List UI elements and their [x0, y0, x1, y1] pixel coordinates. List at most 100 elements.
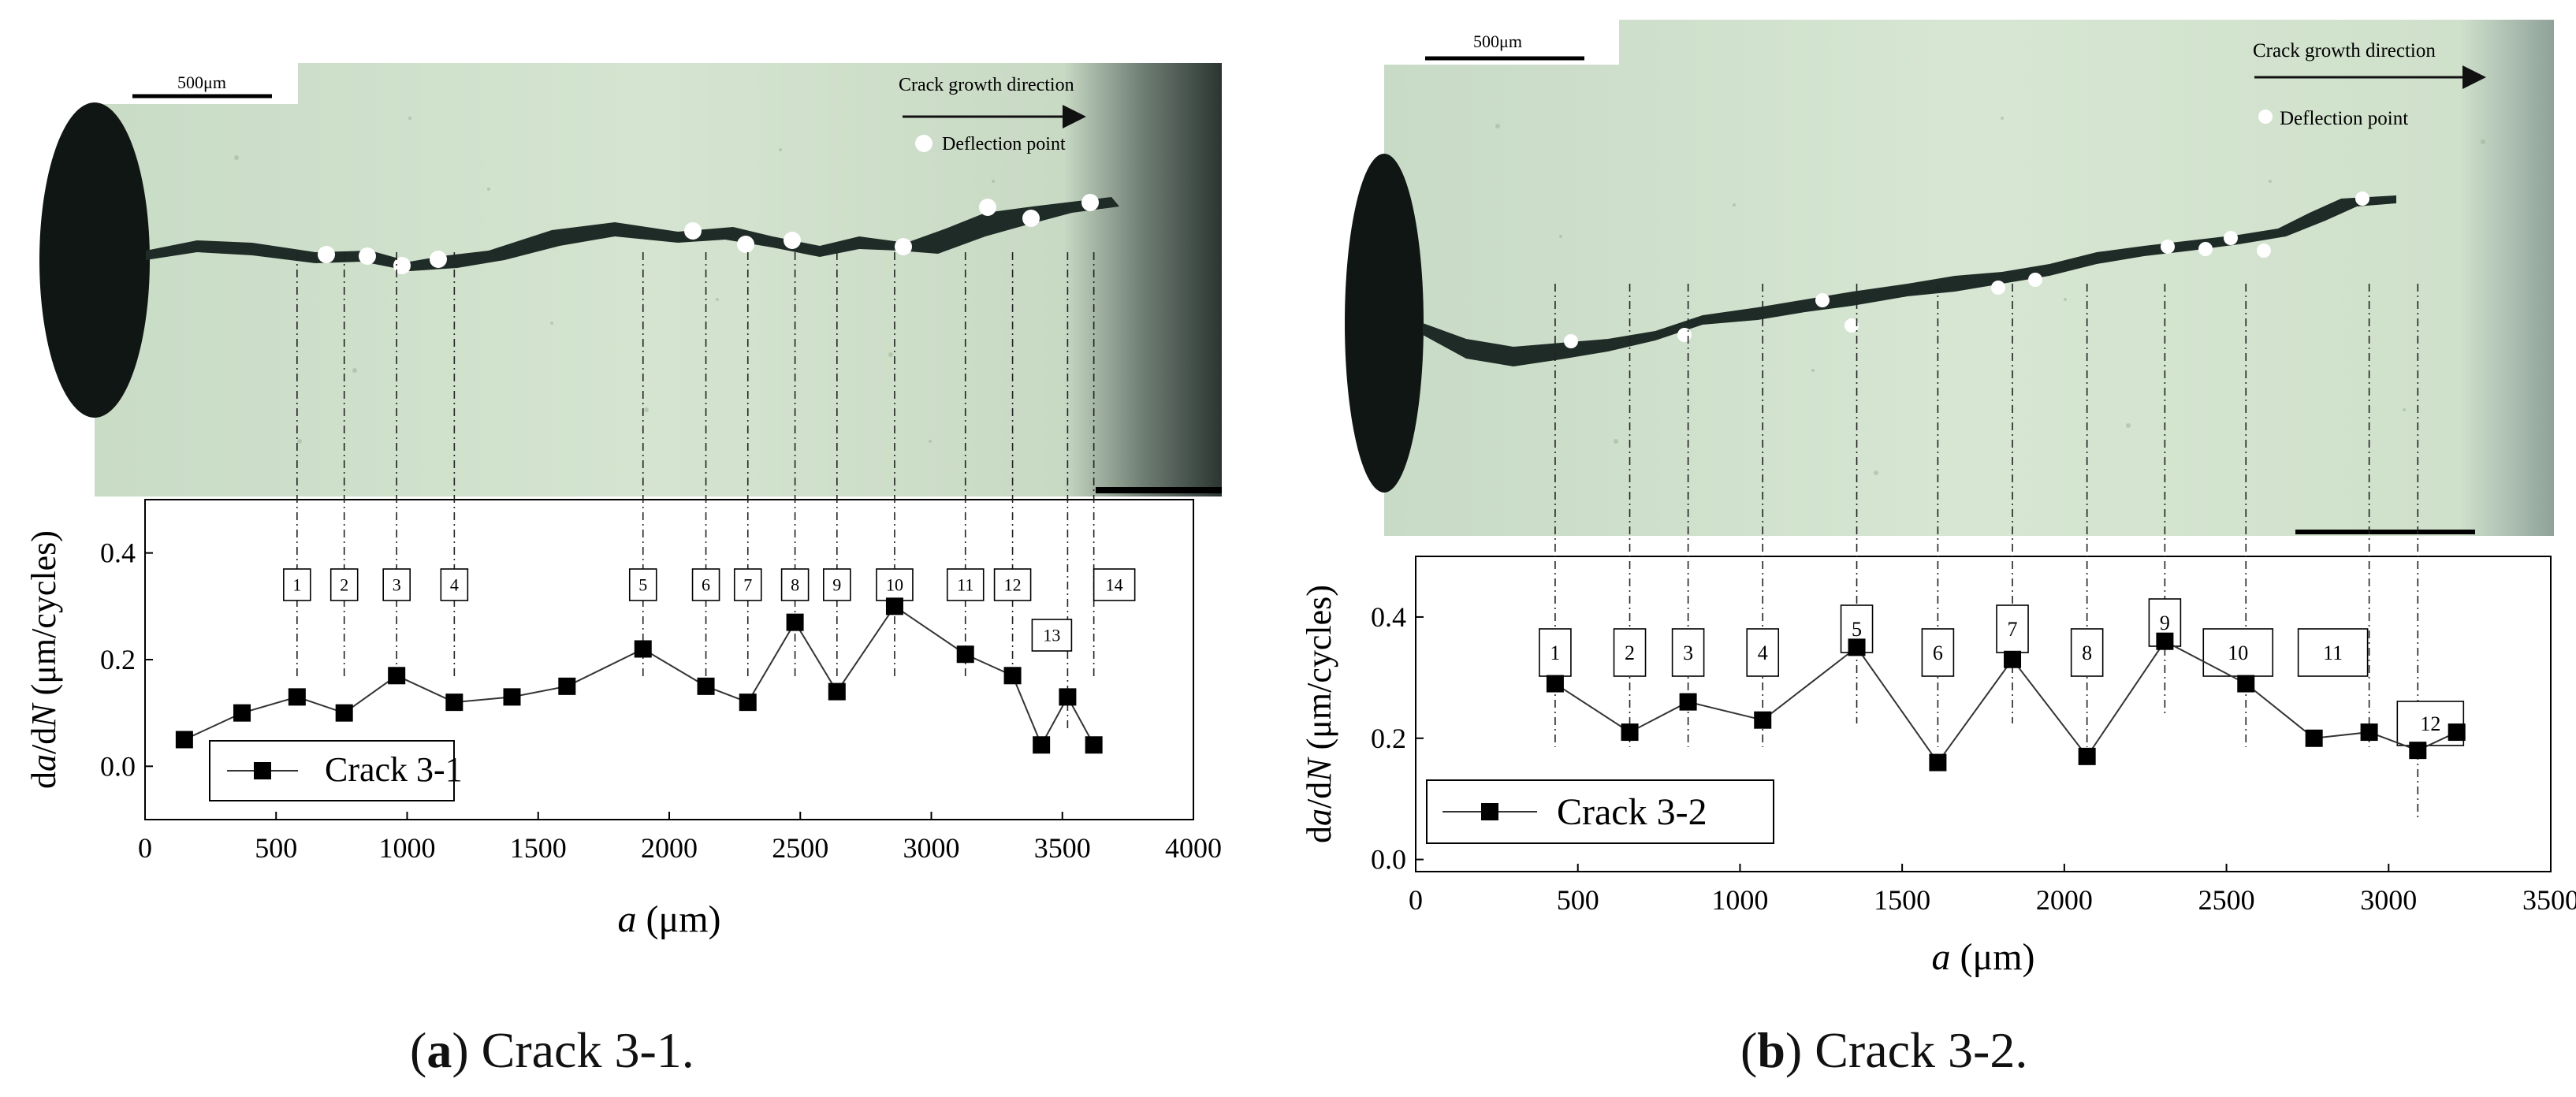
chart-a-xtick-label: 0	[138, 832, 152, 864]
chart-b-legend: Crack 3-2	[1426, 779, 1774, 844]
chart-b-deflection-box	[1996, 604, 2029, 653]
chart-a-deflection-label: 10	[886, 575, 903, 595]
chart-a-point	[956, 645, 974, 664]
chart-a-deflection-label: 1	[292, 575, 301, 595]
chart-a-xtick-label: 1500	[510, 832, 567, 864]
chart-b-legend-label: Crack 3-2	[1557, 791, 1707, 833]
chart-b-point	[2360, 723, 2378, 742]
chart-b-xtick-label: 0	[1409, 884, 1423, 916]
caption-a-text: ) Crack 3-1.	[452, 1022, 694, 1078]
chart-a-point	[1085, 736, 1103, 754]
chart-a-legend-box	[209, 740, 455, 801]
chart-b-deflection-label: 12	[2420, 712, 2440, 735]
chart-a-point	[739, 694, 757, 712]
chart-a-deflection-box	[1093, 568, 1136, 601]
chart-b-point	[2409, 742, 2427, 760]
micrograph-a-specks	[234, 117, 995, 444]
chart-a-xtick-label: 1000	[379, 832, 436, 864]
micrograph-a: 500μm Crack growth direction Deflection …	[39, 63, 1222, 496]
chart-b-deflection-box	[2297, 628, 2369, 677]
caption-b-text: ) Crack 3-2.	[1785, 1022, 2028, 1078]
chart-a-point	[634, 640, 652, 658]
chart-a-deflection-box	[628, 568, 657, 601]
scalebar-bottom-b	[2295, 530, 2475, 534]
micrograph-b-specks	[1495, 117, 2485, 475]
chart-a-deflection-box	[993, 568, 1032, 601]
chart-a-deflection-label: 9	[832, 575, 841, 595]
chart-a-deflection-box	[823, 568, 851, 601]
chart-a-deflection-box	[691, 568, 720, 601]
chart-b-point	[2004, 650, 2022, 668]
chart-b-ylabel-unit: (μm/cycles)	[1300, 585, 1338, 758]
chart-b-point	[2078, 747, 2096, 765]
chart-a-ylabel-slash: /d	[24, 727, 63, 754]
chart-b-xtick-label: 1500	[1874, 884, 1930, 916]
chart-a-point	[786, 613, 804, 631]
chart-b-ylabel-a: a	[1300, 809, 1338, 826]
chart-a-deflection-box	[440, 568, 469, 601]
chart-a-deflection-label: 2	[340, 575, 348, 595]
chart-b-ytick-label: 0.4	[1371, 601, 1406, 633]
chart-b-deflection-label: 11	[2323, 641, 2343, 664]
chart-a-point	[1003, 667, 1022, 685]
scalebar-label-b: 500μm	[1473, 32, 1522, 51]
micrograph-a-bg	[95, 63, 1222, 496]
chart-b-frame	[1415, 556, 2552, 872]
chart-a-xtick-label: 3500	[1034, 832, 1091, 864]
chart-b-ylabel-d: d	[1300, 826, 1338, 843]
chart-b-point	[2448, 723, 2466, 742]
chart-a-point	[388, 667, 406, 685]
chart-b-xtick-label: 3000	[2360, 884, 2417, 916]
chart-b-deflection-label: 10	[2228, 641, 2248, 664]
chart-b-deflection-label: 5	[1852, 618, 1862, 641]
chart-a-point	[335, 704, 353, 722]
deflection-label-a: Deflection point	[942, 134, 1066, 154]
chart-b-ytick-label: 0.0	[1371, 844, 1406, 876]
chart-a-deflection-box	[1031, 619, 1073, 652]
chart-a-point	[558, 677, 576, 695]
chart-a-deflection-box	[946, 568, 985, 601]
chart-a-point	[288, 688, 306, 706]
chart-a-point	[445, 694, 463, 712]
chart-b-ylabel-N: N	[1300, 757, 1338, 783]
chart-a-deflection-label: 5	[638, 575, 647, 595]
chart-a-deflection-label: 8	[791, 575, 799, 595]
chart-a-deflection-label: 6	[702, 575, 710, 595]
chart-b-legend-marker	[1481, 803, 1498, 820]
chart-a-axes: 0 500 1000 1500 2000 2500 3000 3500 4000 0.0 0.2 0.…	[100, 537, 1222, 864]
chart-b-deflection-box	[1671, 628, 1705, 677]
chart-a-legend: Crack 3-1	[209, 740, 463, 801]
chart-a-xtick-label: 2000	[641, 832, 698, 864]
chart-a-point	[697, 677, 715, 695]
chart-a-point	[1059, 688, 1077, 706]
chart-a-ytick-label: 0.2	[100, 644, 136, 675]
chart-a-point	[885, 597, 903, 615]
chart-a-series	[175, 597, 1103, 754]
chart-b-ylabel: da/dN (μm/cycles)	[1300, 585, 1338, 843]
chart-b-deflection-label: 7	[2008, 618, 2018, 641]
chart-b-deflection-box	[1613, 628, 1647, 677]
crack-b	[1423, 195, 2396, 366]
chart-a-deflection-label: 7	[743, 575, 752, 595]
chart-a-deflection-box	[329, 568, 359, 601]
caption-b-letter: b	[1757, 1022, 1785, 1078]
chart-b-deflection-box	[1921, 628, 1955, 677]
chart-b-point	[1679, 693, 1697, 711]
chart-a-ytick-label: 0.0	[100, 750, 136, 782]
chart-b-ylabel-slash: /d	[1300, 782, 1338, 809]
chart-a-deflection-label: 14	[1106, 575, 1123, 595]
chart-a-deflection-box	[780, 568, 810, 601]
chart-a-point	[828, 682, 846, 701]
chart-b-series-line	[1554, 640, 2458, 764]
chart-a-point	[233, 704, 251, 722]
chart-a-deflection-label: 4	[450, 575, 459, 595]
chart-b-deflection-box	[1746, 628, 1780, 677]
chart-b-point	[2156, 632, 2174, 650]
notch-a	[39, 102, 150, 418]
chart-b-xtick-label: 3500	[2522, 884, 2576, 916]
deflection-dots-a	[318, 194, 1099, 274]
chart-a-xlabel: a (μm)	[617, 898, 720, 940]
